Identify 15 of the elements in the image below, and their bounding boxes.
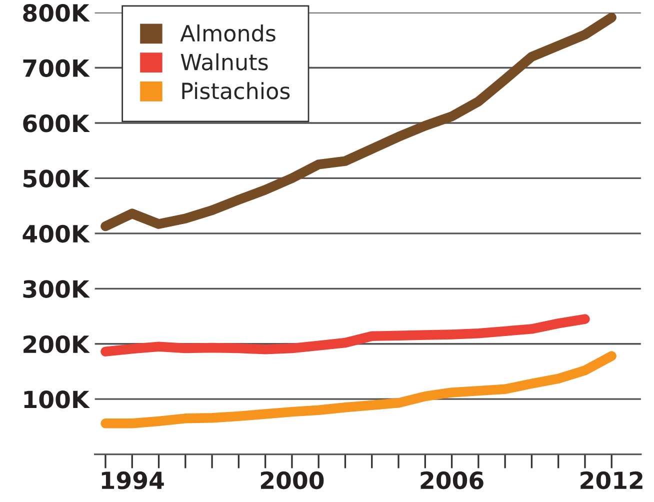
y-tick-label: 300K (23, 280, 90, 298)
x-tick-label: 2012 (580, 471, 642, 490)
y-tick-label: 600K (23, 114, 90, 132)
y-tick-label: 100K (24, 390, 90, 408)
y-tick-label: 200K (24, 335, 90, 354)
legend-label: Almonds (180, 24, 276, 42)
x-tick-label: 2000 (260, 471, 324, 490)
legend-label: Pistachios (182, 82, 290, 100)
y-tick-label: 400K (22, 224, 90, 243)
y-tick-label: 700K (23, 59, 90, 78)
y-tick-label: 500K (24, 170, 90, 188)
y-tick-label: 800K (23, 4, 90, 22)
legend-label: Walnuts (180, 53, 268, 70)
x-tick-label: 2006 (420, 471, 484, 490)
x-tick-label: 1994 (102, 471, 164, 490)
